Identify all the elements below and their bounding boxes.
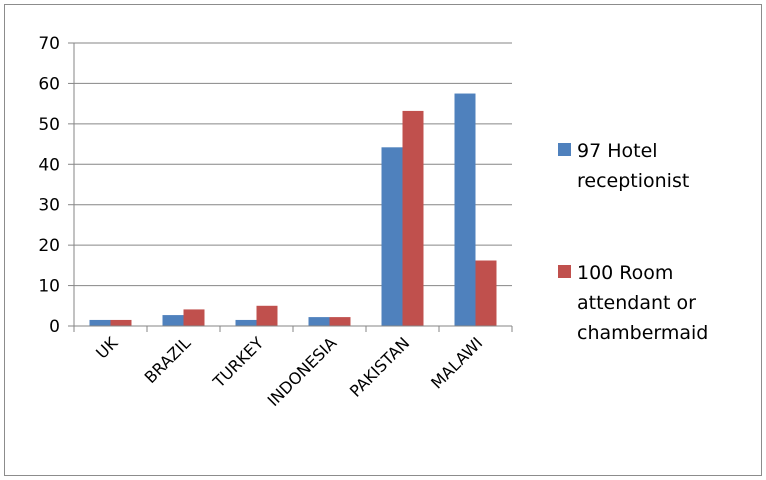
- y-tick-label: 30: [38, 196, 60, 216]
- bar-hotel-receptionist-malawi: [454, 93, 476, 327]
- bar-room-attendant-turkey: [256, 305, 278, 326]
- bar-hotel-receptionist-brazil: [162, 315, 184, 326]
- y-tick-label: 20: [38, 236, 60, 256]
- legend-label-line: attendant or: [577, 292, 696, 314]
- legend-label-line: 100 Room: [577, 262, 673, 284]
- x-category-label: INDONESIA: [264, 333, 341, 410]
- x-category-label: BRAZIL: [141, 333, 195, 387]
- y-tick-label: 10: [38, 277, 60, 297]
- y-tick-label: 70: [38, 34, 60, 54]
- bar-room-attendant-malawi: [475, 260, 497, 326]
- y-tick-label: 60: [38, 74, 60, 94]
- legend-label-line: 97 Hotel: [577, 140, 658, 162]
- x-category-label: MALAWI: [427, 333, 486, 392]
- bar-hotel-receptionist-uk: [89, 319, 111, 326]
- bar-room-attendant-indonesia: [329, 317, 351, 326]
- bar-room-attendant-pakistan: [402, 110, 424, 326]
- y-tick-label: 50: [38, 115, 60, 135]
- legend: 97 Hotel receptionist 100 Room attendant or…: [558, 140, 708, 344]
- bar-hotel-receptionist-turkey: [235, 319, 257, 326]
- x-category-label: UK: [92, 333, 121, 362]
- legend-label-line: chambermaid: [577, 322, 708, 344]
- bar-hotel-receptionist-pakistan: [381, 147, 403, 326]
- y-axis-ticks: 0 10 20 30 40 50 60 70: [38, 34, 74, 337]
- bars: [89, 93, 497, 327]
- x-category-label: PAKISTAN: [346, 333, 413, 400]
- bar-hotel-receptionist-indonesia: [308, 317, 330, 326]
- legend-label-line: receptionist: [577, 170, 689, 192]
- legend-swatch: [558, 265, 571, 278]
- y-tick-label: 0: [49, 317, 60, 337]
- legend-swatch: [558, 143, 571, 156]
- bar-room-attendant-brazil: [183, 309, 205, 326]
- x-category-label: TURKEY: [209, 333, 268, 392]
- bar-room-attendant-uk: [110, 319, 132, 326]
- gridlines: [74, 42, 512, 287]
- y-tick-label: 40: [38, 155, 60, 175]
